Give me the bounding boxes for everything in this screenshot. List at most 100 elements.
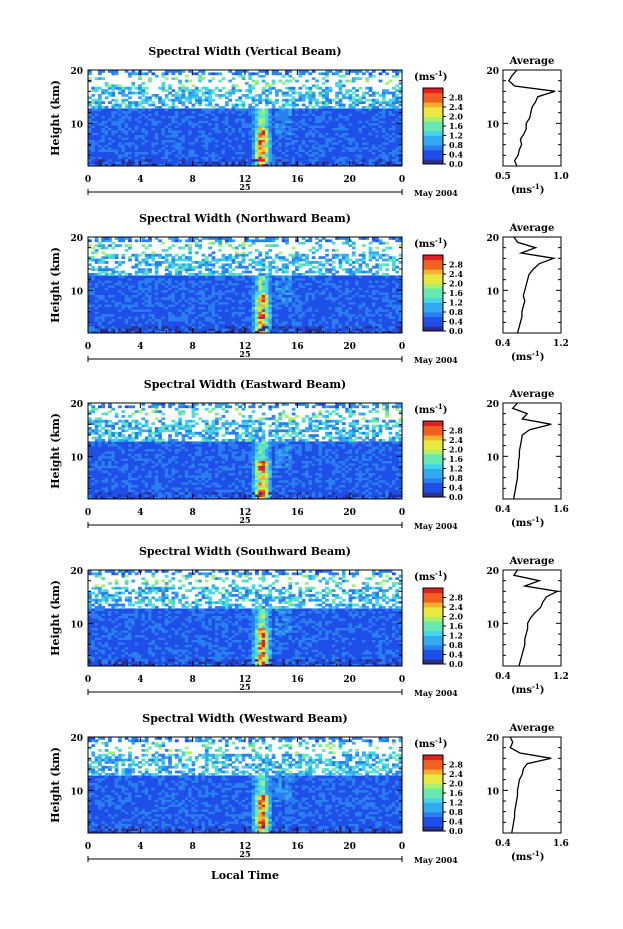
heatmap-cell (268, 149, 273, 152)
heatmap-cell (255, 118, 259, 121)
heatmap-cell (158, 323, 162, 327)
heatmap-cell (161, 156, 166, 160)
heatmap-cell (371, 146, 376, 150)
heatmap-cell (181, 127, 186, 131)
heatmap-cell (351, 311, 356, 315)
heatmap-cell (151, 161, 156, 164)
heatmap-cell (385, 91, 390, 95)
heatmap-cell (301, 313, 306, 317)
heatmap-cell (218, 292, 223, 295)
heatmap-cell (211, 132, 216, 136)
heatmap-cell (241, 292, 246, 295)
heatmap-cell (335, 161, 339, 164)
heatmap-cell (248, 103, 253, 107)
heatmap-cell (308, 309, 313, 312)
heatmap-cell (234, 321, 239, 324)
heatmap-cell (285, 108, 289, 112)
heatmap-cell (338, 161, 343, 164)
heatmap-cell (168, 313, 172, 317)
heatmap-cell (378, 328, 383, 331)
heatmap-cell (101, 108, 106, 112)
heatmap-cell (371, 287, 376, 291)
heatmap-cell (285, 297, 289, 300)
heatmap-cell (375, 323, 380, 327)
heatmap-cell (338, 127, 343, 131)
heatmap-cell (178, 127, 182, 131)
heatmap-cell (281, 306, 286, 310)
heatmap-cell (94, 313, 99, 317)
heatmap-cell (161, 158, 166, 162)
heatmap-cell (271, 86, 276, 90)
heatmap-cell (301, 163, 306, 167)
heatmap-cell (194, 130, 199, 133)
heatmap-cell (178, 142, 182, 145)
heatmap-cell (224, 137, 229, 140)
heatmap-cell (108, 163, 112, 167)
heatmap-cell (224, 125, 229, 128)
heatmap-cell (218, 79, 223, 83)
heatmap-cell (181, 328, 186, 331)
heatmap-cell (255, 299, 259, 303)
heatmap-cell (124, 144, 129, 148)
heatmap-cell (181, 299, 186, 303)
colorbar-segment (423, 149, 443, 155)
heatmap-cell (214, 130, 219, 133)
colorbar (423, 88, 443, 165)
heatmap-cell (228, 309, 233, 312)
heatmap-cell (168, 98, 172, 102)
heatmap-cell (164, 311, 169, 315)
heatmap-cell (141, 161, 146, 164)
heatmap-cell (395, 134, 400, 138)
heatmap-cell (348, 146, 353, 150)
heatmap-cell (251, 151, 256, 155)
heatmap-cell (124, 304, 129, 307)
heatmap-cell (234, 122, 239, 126)
heatmap-cell (318, 158, 323, 162)
heatmap-cell (391, 74, 396, 78)
heatmap-cell (315, 297, 319, 300)
heatmap-cell (305, 149, 309, 152)
heatmap-cell (131, 144, 136, 148)
heatmap-cell (174, 142, 179, 145)
heatmap-cell (341, 103, 346, 107)
heatmap-cell (154, 325, 159, 329)
heatmap-cell (108, 118, 112, 121)
heatmap-cell (271, 82, 276, 85)
heatmap-cell (221, 108, 226, 112)
heatmap-cell (305, 125, 309, 128)
heatmap-cell (174, 137, 179, 140)
heatmap-cell (198, 161, 202, 164)
heatmap-cell (248, 301, 253, 305)
heatmap-cell (238, 103, 243, 107)
heatmap-cell (365, 86, 369, 90)
heatmap-cell (104, 106, 109, 109)
heatmap-cell (194, 134, 199, 138)
heatmap-cell (378, 309, 383, 312)
heatmap-cell (385, 120, 390, 124)
heatmap-cell (278, 151, 283, 155)
heatmap-cell (255, 161, 259, 164)
heatmap-cell (241, 321, 246, 324)
heatmap-cell (108, 299, 112, 303)
heatmap-cell (141, 294, 146, 298)
heatmap-cell (148, 304, 152, 307)
heatmap-cell (388, 323, 393, 327)
heatmap-cell (335, 94, 339, 97)
heatmap-cell (121, 325, 126, 329)
heatmap-cell (335, 146, 339, 150)
heatmap-cell (371, 323, 376, 327)
heatmap-cell (268, 146, 273, 150)
heatmap-cell (148, 287, 152, 291)
heatmap-cell (271, 146, 276, 150)
heatmap-cell (178, 297, 182, 300)
heatmap-cell (94, 330, 99, 334)
heatmap-cell (291, 289, 296, 293)
heatmap-cell (388, 130, 393, 133)
heatmap-cell (174, 120, 179, 124)
heatmap-cell (375, 113, 380, 116)
heatmap-cell (288, 70, 293, 73)
heatmap-cell (341, 323, 346, 327)
heatmap-cell (194, 311, 199, 315)
heatmap-cell (278, 321, 283, 324)
heatmap-cell (151, 122, 156, 126)
